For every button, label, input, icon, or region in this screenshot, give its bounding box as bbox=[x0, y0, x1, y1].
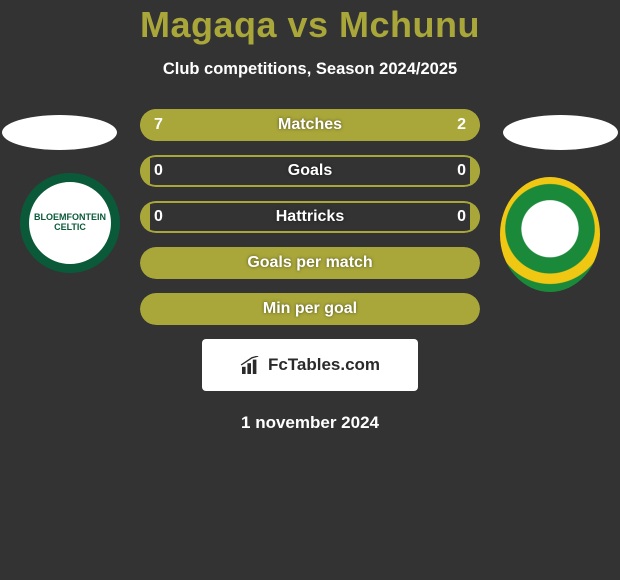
bar-label: Hattricks bbox=[140, 208, 480, 226]
bar-label: Matches bbox=[140, 116, 480, 134]
date-label: 1 november 2024 bbox=[0, 413, 620, 433]
club-crest-left: BLOEMFONTEIN CELTIC bbox=[20, 173, 120, 273]
player-photo-left bbox=[2, 115, 117, 150]
stat-bar-row: 00Goals bbox=[140, 155, 480, 187]
comparison-content: BLOEMFONTEIN CELTIC 72Matches 00Goals 00Ha… bbox=[0, 109, 620, 433]
club-crest-right bbox=[500, 177, 600, 292]
stat-bars: 72Matches 00Goals 00Hattricks Goals per mat… bbox=[140, 109, 480, 325]
stat-bar-row: 00Hattricks bbox=[140, 201, 480, 233]
bar-label: Goals per match bbox=[140, 254, 480, 272]
page-title: Magaqa vs Mchunu bbox=[0, 0, 620, 46]
bar-label: Goals bbox=[140, 162, 480, 180]
subtitle: Club competitions, Season 2024/2025 bbox=[0, 60, 620, 79]
logo-text: FcTables.com bbox=[268, 355, 380, 375]
stat-bar-row: Min per goal bbox=[140, 293, 480, 325]
bar-label: Min per goal bbox=[140, 300, 480, 318]
crest-left-label: BLOEMFONTEIN CELTIC bbox=[29, 213, 111, 233]
fctables-logo: FcTables.com bbox=[202, 339, 418, 391]
player-photo-right bbox=[503, 115, 618, 150]
stat-bar-row: 72Matches bbox=[140, 109, 480, 141]
stat-bar-row: Goals per match bbox=[140, 247, 480, 279]
bar-chart-icon bbox=[240, 356, 262, 374]
